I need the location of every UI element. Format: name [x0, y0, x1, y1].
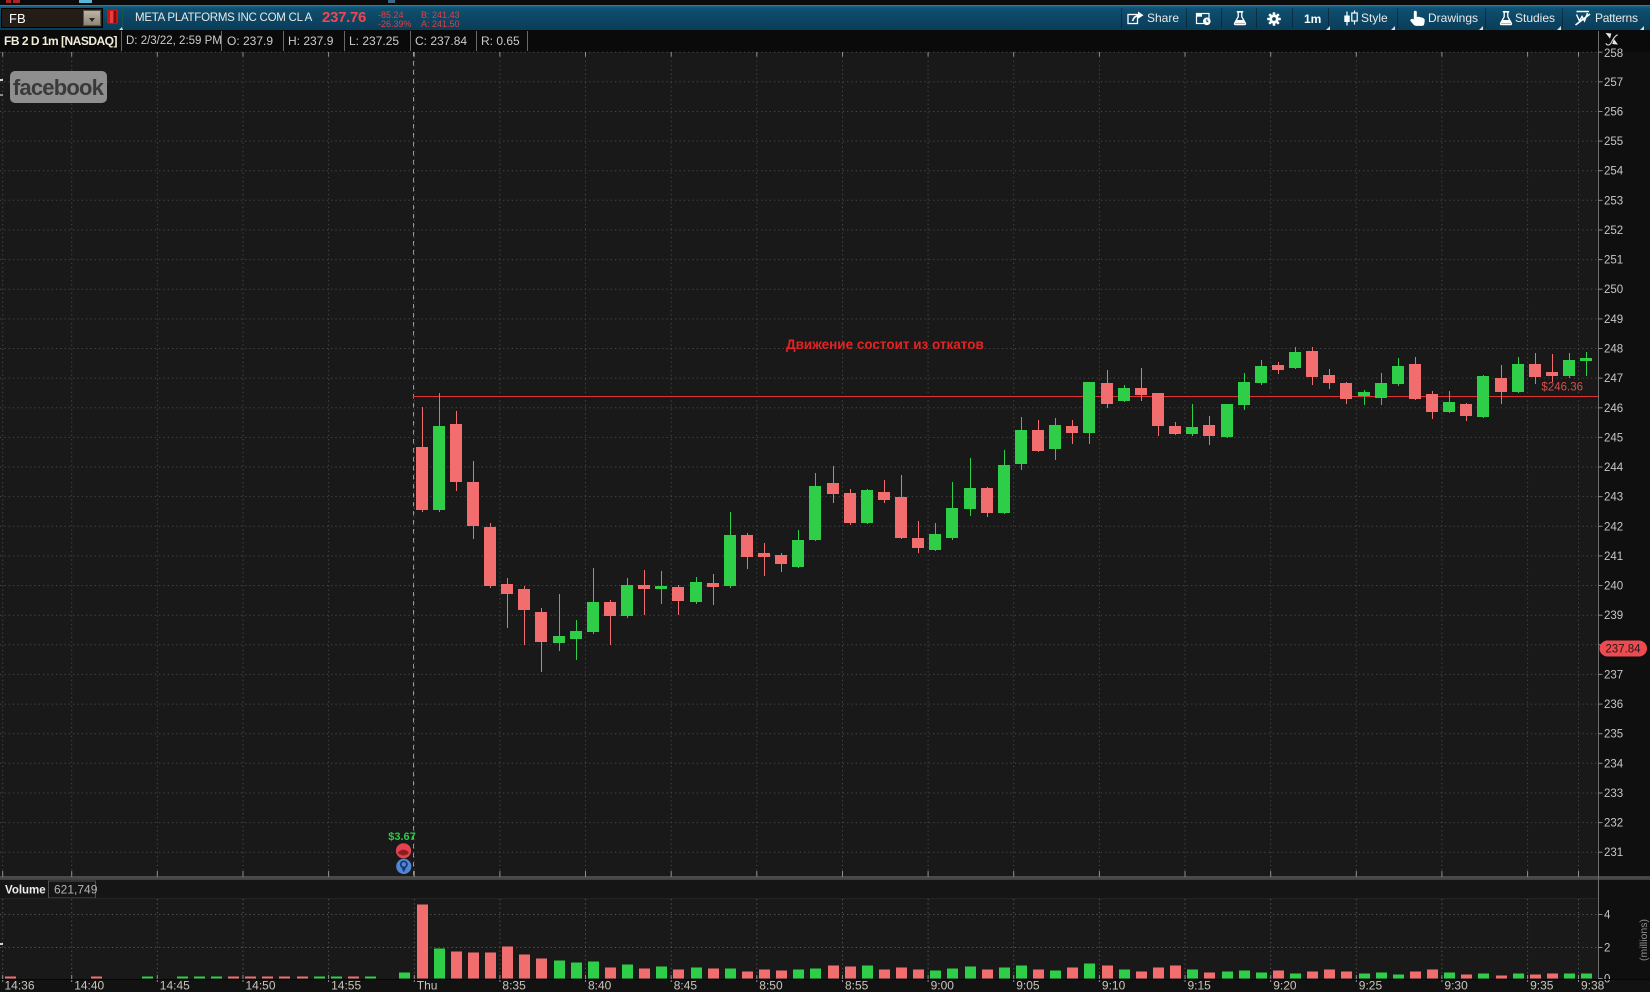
svg-text:249: 249 [1604, 314, 1623, 326]
svg-text:9:30: 9:30 [1444, 979, 1468, 992]
svg-text:$246.36: $246.36 [1541, 382, 1583, 394]
svg-text:9:38: 9:38 [1581, 979, 1605, 992]
svg-text:246: 246 [1604, 403, 1623, 415]
svg-text:9:05: 9:05 [1016, 979, 1040, 992]
svg-text:250: 250 [1604, 284, 1623, 296]
svg-text:14:36: 14:36 [5, 979, 35, 992]
svg-text:254: 254 [1604, 166, 1624, 178]
svg-text:232: 232 [1604, 818, 1623, 830]
svg-text:256: 256 [1604, 107, 1623, 119]
svg-text:8:35: 8:35 [502, 979, 526, 992]
svg-text:9:15: 9:15 [1188, 979, 1212, 992]
svg-text:231: 231 [1604, 847, 1623, 859]
svg-text:8:45: 8:45 [674, 979, 698, 992]
svg-text:14:40: 14:40 [74, 979, 104, 992]
svg-text:233: 233 [1604, 788, 1623, 800]
svg-text:9:25: 9:25 [1359, 979, 1383, 992]
svg-text:253: 253 [1604, 195, 1623, 207]
svg-text:237: 237 [1604, 669, 1623, 681]
svg-text:241: 241 [1604, 551, 1623, 563]
svg-text:14:45: 14:45 [160, 979, 190, 992]
svg-text:9:00: 9:00 [931, 979, 955, 992]
svg-text:255: 255 [1604, 136, 1623, 148]
svg-text:8:50: 8:50 [759, 979, 783, 992]
svg-text:252: 252 [1604, 225, 1623, 237]
svg-text:9:35: 9:35 [1530, 979, 1554, 992]
svg-text:Движение состоит из откатов: Движение состоит из откатов [786, 337, 984, 352]
svg-text:2: 2 [1604, 943, 1610, 955]
svg-text:248: 248 [1604, 344, 1623, 356]
svg-text:Thu: Thu [417, 979, 438, 992]
svg-text:240: 240 [1604, 581, 1623, 593]
svg-text:258: 258 [1604, 48, 1623, 60]
svg-text:14:50: 14:50 [246, 979, 276, 992]
svg-text:244: 244 [1604, 462, 1624, 474]
svg-text:257: 257 [1604, 77, 1623, 89]
svg-text:239: 239 [1604, 610, 1623, 622]
svg-text:1m: 1m [1304, 12, 1321, 26]
svg-text:242: 242 [1604, 521, 1623, 533]
svg-text:621,749: 621,749 [54, 883, 98, 897]
svg-text:(millions): (millions) [1638, 919, 1650, 961]
svg-text:9:20: 9:20 [1273, 979, 1297, 992]
svg-text:8:55: 8:55 [845, 979, 869, 992]
svg-text:Volume: Volume [5, 885, 46, 897]
svg-text:4: 4 [1604, 910, 1611, 922]
svg-text:237.84: 237.84 [1605, 644, 1641, 656]
svg-text:247: 247 [1604, 373, 1623, 385]
svg-text:9:10: 9:10 [1102, 979, 1126, 992]
svg-text:243: 243 [1604, 492, 1623, 504]
svg-text:$3.67: $3.67 [388, 831, 416, 843]
svg-text:facebook: facebook [13, 75, 105, 100]
svg-text:236: 236 [1604, 699, 1623, 711]
svg-text:8:40: 8:40 [588, 979, 612, 992]
svg-text:235: 235 [1604, 729, 1623, 741]
svg-text:234: 234 [1604, 758, 1624, 770]
svg-text:251: 251 [1604, 255, 1623, 267]
svg-text:14:55: 14:55 [331, 979, 361, 992]
svg-text:245: 245 [1604, 432, 1623, 444]
